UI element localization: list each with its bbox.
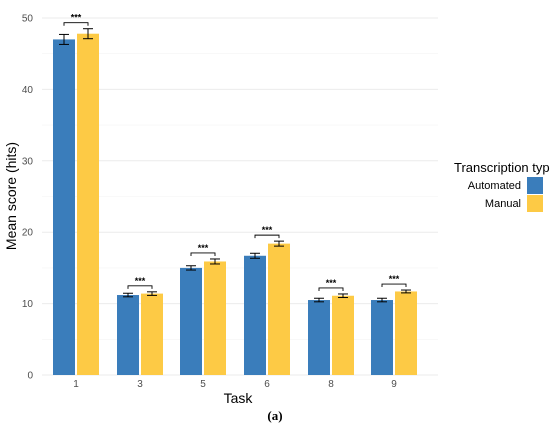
- x-tick-label: 3: [137, 379, 143, 390]
- legend-label-manual: Manual: [485, 198, 521, 210]
- figure-caption: (a): [267, 408, 283, 423]
- y-tick-label: 30: [22, 156, 34, 167]
- significance-bracket: [318, 287, 344, 291]
- bars: [53, 33, 417, 376]
- significance-label: ***: [71, 13, 82, 23]
- bar-manual-task-3: [141, 293, 163, 375]
- x-tick-label: 5: [200, 379, 206, 390]
- x-axis-ticks: 1 3 5 6 8 9: [73, 379, 397, 390]
- bar-manual-task-8: [332, 295, 354, 375]
- significance-bracket: [63, 22, 89, 26]
- significance-markers: *** *** *** *** *** ***: [63, 13, 407, 291]
- x-tick-label: 1: [73, 379, 79, 390]
- x-tick-label: 8: [328, 379, 334, 390]
- significance-bracket: [190, 252, 216, 256]
- significance-label: ***: [326, 278, 337, 288]
- significance-label: ***: [135, 276, 146, 286]
- bar-manual-task-9: [395, 291, 417, 375]
- bar-manual-task-5: [204, 261, 226, 375]
- gridlines: [42, 17, 438, 376]
- legend-title: Transcription type: [454, 160, 550, 175]
- y-tick-label: 0: [27, 371, 33, 382]
- legend-swatch-manual: [527, 195, 543, 212]
- significance-label: ***: [389, 274, 400, 284]
- error-bars: [59, 28, 411, 303]
- x-tick-label: 9: [391, 379, 397, 390]
- bar-automated-task-8: [308, 300, 330, 375]
- bar-chart: *** *** *** *** *** *** 0 10 20 30 40 50 1 3 5 6 8 9 Ta…: [3, 13, 550, 406]
- y-tick-label: 20: [22, 228, 34, 239]
- y-tick-label: 40: [22, 85, 34, 96]
- y-axis-title: Mean score (hits): [3, 142, 19, 250]
- bar-automated-task-6: [244, 255, 266, 375]
- x-tick-label: 6: [264, 379, 270, 390]
- y-tick-label: 10: [22, 299, 34, 310]
- bar-automated-task-5: [180, 267, 202, 375]
- bar-automated-task-3: [117, 295, 139, 375]
- significance-label: ***: [262, 225, 273, 235]
- bar-automated-task-9: [371, 300, 393, 375]
- legend-label-automated: Automated: [468, 180, 521, 192]
- y-tick-label: 50: [22, 14, 34, 25]
- significance-bracket: [254, 234, 280, 239]
- significance-bracket: [381, 283, 407, 288]
- bar-manual-task-6: [268, 243, 290, 375]
- bar-manual-task-1: [77, 33, 99, 375]
- significance-bracket: [127, 285, 153, 289]
- legend: Transcription type Automated Manual: [454, 160, 550, 212]
- bar-automated-task-1: [53, 39, 75, 376]
- legend-swatch-automated: [527, 177, 543, 194]
- significance-label: ***: [198, 243, 209, 253]
- x-axis-title: Task: [224, 390, 254, 406]
- y-axis-ticks: 0 10 20 30 40 50: [22, 14, 34, 382]
